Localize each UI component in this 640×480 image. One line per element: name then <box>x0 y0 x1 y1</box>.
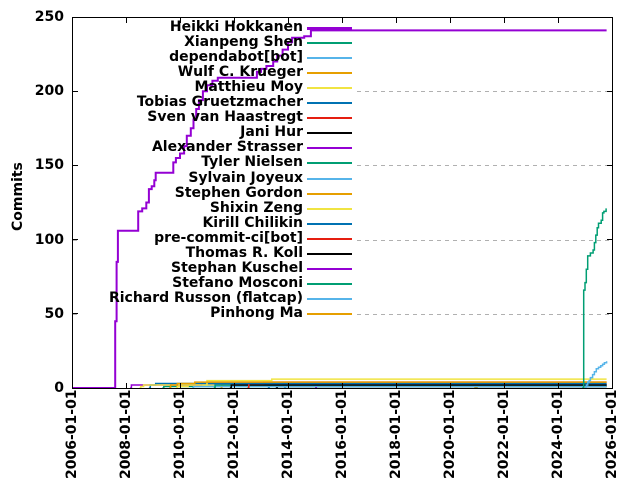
legend-entry: Heikki Hokkanen <box>0 20 352 35</box>
legend-color-sample <box>307 72 352 75</box>
legend-entry: pre-commit-ci[bot] <box>0 229 352 246</box>
legend-label: Matthieu Moy <box>194 79 303 96</box>
legend-label: dependabot[bot] <box>169 49 303 66</box>
xtick-label-2016-01-01: 2016-01-01 <box>334 389 350 479</box>
series-line-wulf-c-krueger <box>169 381 607 389</box>
legend-label: pre-commit-ci[bot] <box>154 229 303 246</box>
legend-color-sample <box>307 132 352 135</box>
legend-label: Pinhong Ma <box>210 304 303 321</box>
ytick-label-250: 250 <box>34 9 64 25</box>
legend-label: Alexander Strasser <box>151 139 303 156</box>
xtick-label-2014-01-01: 2014-01-01 <box>280 389 296 479</box>
legend-label: Kirill Chilikin <box>202 214 303 231</box>
xtick-label-2018-01-01: 2018-01-01 <box>388 389 404 479</box>
legend-entry: Kirill Chilikin <box>0 214 352 231</box>
legend-color-sample <box>307 117 352 120</box>
legend-entry: Tobias Gruetzmacher <box>0 95 352 110</box>
ytick-label-50: 50 <box>44 305 64 322</box>
legend-entry: dependabot[bot] <box>0 50 352 65</box>
legend-label: Sven van Haastregt <box>147 109 303 126</box>
legend-entry: Sven van Haastregt <box>0 110 352 125</box>
ytick-label-150: 150 <box>34 157 64 174</box>
legend-color-sample <box>307 192 352 195</box>
xtick-label-2008-01-01: 2008-01-01 <box>118 389 134 479</box>
series-line-xianpeng-shen <box>582 208 607 389</box>
legend-entry: Matthieu Moy <box>0 80 352 95</box>
legend-label: Jani Hur <box>240 124 303 141</box>
xtick-label-2022-01-01: 2022-01-01 <box>496 389 512 479</box>
legend-label: Sylvain Joyeux <box>188 169 303 186</box>
ytick-label-200: 200 <box>34 83 64 100</box>
legend-color-sample <box>307 147 352 150</box>
legend-label: Stefano Mosconi <box>172 274 303 291</box>
plot-border <box>72 17 613 389</box>
legend-label: Tobias Gruetzmacher <box>136 94 303 111</box>
legend-color-sample <box>307 237 352 240</box>
legend-color-sample <box>307 177 352 180</box>
legend-entry: Xianpeng Shen <box>0 35 352 50</box>
legend-entry: Sylvain Joyeux <box>0 169 352 186</box>
legend-entry: Wulf C. Krueger <box>0 65 352 80</box>
legend-color-sample <box>307 207 352 210</box>
xtick-label-2012-01-01: 2012-01-01 <box>226 389 242 479</box>
legend-label: Xianpeng Shen <box>184 34 303 51</box>
legend-label: Stephen Gordon <box>174 184 303 201</box>
legend-entry: Stefano Mosconi <box>0 274 352 291</box>
series-line-heikki-hokkanen <box>72 29 607 389</box>
legend-entry: Thomas R. Koll <box>0 244 352 261</box>
legend-label: Wulf C. Krueger <box>177 64 303 81</box>
legend-label: Richard Russon (flatcap) <box>108 289 303 306</box>
ytick-label-0: 0 <box>54 380 64 396</box>
legend-entry: Pinhong Ma <box>0 304 352 321</box>
legend-color-sample <box>307 312 352 315</box>
legend-label: Tyler Nielsen <box>201 154 303 171</box>
legend-color-sample <box>307 297 352 300</box>
legend-entry: Shixin Zeng <box>0 199 352 216</box>
xtick-label-2024-01-01: 2024-01-01 <box>550 389 566 479</box>
legend-color-sample <box>307 267 352 270</box>
legend-color-sample <box>307 102 352 105</box>
legend-entry: Richard Russon (flatcap) <box>0 289 352 306</box>
series-line-sylvain-joyeux <box>192 385 607 389</box>
legend-label: Thomas R. Koll <box>185 244 303 261</box>
legend-color-sample <box>307 26 352 30</box>
legend-color-sample <box>307 282 352 285</box>
xtick-label-2020-01-01: 2020-01-01 <box>442 389 458 479</box>
series-line-dependabot-bot- <box>585 361 608 389</box>
legend-color-sample <box>307 162 352 165</box>
legend-entry: Stephen Gordon <box>0 184 352 201</box>
xtick-label-2006-01-01: 2006-01-01 <box>64 389 80 479</box>
axis-ticks <box>72 17 613 389</box>
legend-entry: Stephan Kuschel <box>0 259 352 276</box>
xtick-label-2010-01-01: 2010-01-01 <box>172 389 188 479</box>
legend-color-sample <box>307 42 352 45</box>
legend-entry: Tyler Nielsen <box>0 155 352 170</box>
ytick-label-100: 100 <box>34 231 64 248</box>
legend-label: Stephan Kuschel <box>170 259 303 276</box>
legend-color-sample <box>307 57 352 60</box>
xtick-label-2026-01-01: 2026-01-01 <box>604 389 620 479</box>
legend-entry: Alexander Strasser <box>0 140 352 155</box>
legend-color-sample <box>307 252 352 255</box>
legend-label: Heikki Hokkanen <box>169 19 303 35</box>
legend-entry: Jani Hur <box>0 125 352 140</box>
legend-color-sample <box>307 87 352 90</box>
legend-label: Shixin Zeng <box>209 199 303 216</box>
legend-color-sample <box>307 222 352 225</box>
